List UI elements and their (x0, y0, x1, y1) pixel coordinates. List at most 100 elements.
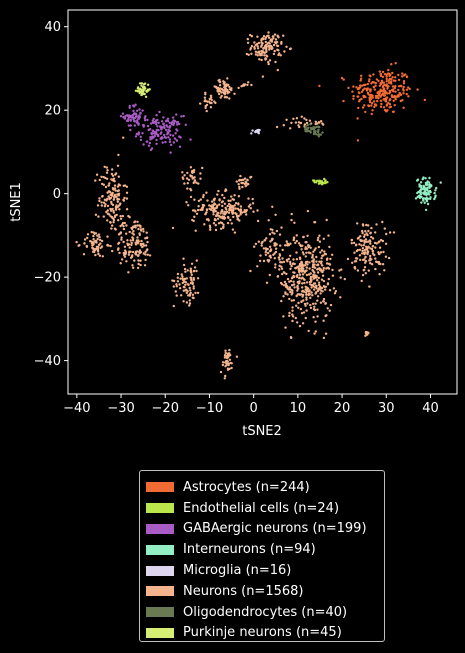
data-point (318, 180, 321, 183)
legend-label: Endothelial cells (n=24) (183, 500, 340, 516)
data-point (304, 124, 307, 128)
data-point (370, 93, 373, 97)
data-point (136, 236, 139, 239)
data-point (146, 253, 149, 256)
data-point (247, 205, 251, 208)
data-point (423, 185, 426, 188)
data-point (297, 124, 300, 127)
legend-swatch (146, 544, 174, 555)
data-point (351, 261, 354, 264)
data-point (361, 273, 365, 277)
data-point (128, 104, 131, 108)
data-point (94, 232, 98, 235)
data-point (377, 251, 380, 254)
data-point (206, 199, 209, 202)
data-point (224, 349, 227, 352)
data-point (387, 68, 390, 72)
data-point (301, 286, 304, 289)
data-point (190, 170, 194, 174)
data-point (305, 293, 308, 296)
data-point (371, 252, 375, 255)
data-point (289, 254, 292, 257)
data-point (217, 222, 221, 225)
data-point (128, 230, 131, 234)
data-point (251, 197, 254, 201)
data-point (227, 211, 231, 214)
data-point (267, 61, 270, 64)
data-point (111, 187, 115, 190)
legend-item: Neurons (n=1568) (146, 581, 384, 602)
data-point (361, 249, 364, 253)
data-point (322, 300, 325, 303)
data-point (401, 72, 404, 75)
data-point (143, 116, 146, 120)
data-point (188, 304, 191, 307)
data-point (402, 106, 405, 110)
data-point (385, 104, 388, 107)
legend-swatch (146, 482, 174, 493)
data-point (219, 212, 222, 215)
data-point (355, 86, 358, 89)
data-point (142, 230, 145, 233)
data-point (141, 90, 144, 94)
data-point (129, 128, 132, 132)
data-point (294, 121, 298, 124)
data-point (185, 201, 188, 204)
data-point (300, 260, 303, 264)
data-point (316, 263, 320, 267)
legend: Astrocytes (n=244) Endothelial cells (n=2… (139, 470, 385, 642)
data-point (234, 202, 238, 205)
data-point (186, 269, 189, 272)
data-point (364, 272, 367, 275)
data-point (423, 187, 426, 191)
data-point (136, 119, 139, 122)
data-point (290, 218, 293, 222)
data-point (357, 106, 360, 110)
data-point (136, 224, 139, 227)
data-point (305, 269, 308, 272)
data-point (374, 257, 377, 260)
data-point (123, 245, 127, 248)
data-point (289, 260, 292, 264)
data-point (280, 299, 283, 303)
data-point (173, 137, 177, 140)
data-point (278, 233, 282, 236)
data-point (385, 75, 388, 78)
data-point (160, 131, 163, 134)
data-point (237, 183, 240, 186)
data-point (309, 275, 313, 279)
data-point (210, 96, 213, 99)
data-point (263, 239, 267, 242)
data-point (221, 193, 224, 197)
data-point (105, 210, 108, 214)
data-point (246, 178, 249, 181)
data-point (136, 266, 140, 270)
data-point (324, 302, 327, 305)
data-point (150, 132, 153, 136)
data-point (254, 242, 258, 246)
data-point (269, 228, 272, 231)
data-point (392, 231, 396, 234)
data-point (317, 130, 320, 133)
data-point (132, 266, 135, 269)
data-point (288, 47, 292, 51)
data-point (138, 249, 142, 252)
data-point (230, 362, 233, 365)
data-point (202, 193, 205, 197)
data-point (298, 276, 301, 279)
data-point (203, 223, 206, 226)
data-point (131, 237, 135, 240)
data-point (123, 221, 127, 225)
data-point (92, 231, 96, 234)
data-point (283, 280, 287, 284)
data-point (112, 209, 115, 213)
data-point (292, 271, 295, 274)
data-point (286, 293, 289, 296)
data-point (281, 248, 284, 252)
data-point (398, 85, 401, 88)
legend-item: Purkinje neurons (n=45) (146, 623, 384, 644)
data-point (223, 202, 227, 205)
data-point (205, 211, 208, 214)
data-point (166, 119, 170, 123)
data-point (106, 235, 109, 238)
